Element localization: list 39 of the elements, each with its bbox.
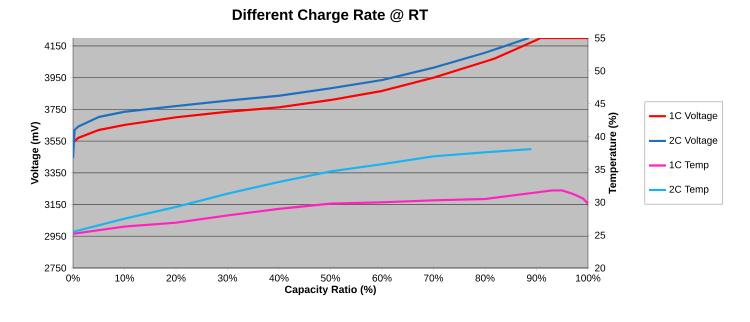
chart-title: Different Charge Rate @ RT	[232, 9, 428, 23]
y2-tick-label: 40	[594, 133, 606, 140]
line-series	[73, 38, 588, 144]
x-tick-label: 50%	[320, 274, 340, 282]
legend-label: 1C Voltage	[670, 112, 718, 122]
y-tick-label: 3350	[44, 169, 66, 176]
x-tick-label: 40%	[269, 274, 289, 282]
y-tick-label: 3750	[44, 106, 66, 113]
line-series	[73, 148, 532, 233]
y2-tick-label: 50	[594, 67, 606, 74]
y2-tick-label: 45	[594, 100, 606, 108]
y-axis-title: Voltage (mV)	[30, 122, 40, 184]
x-tick-label: 0%	[66, 274, 80, 282]
legend-label: 1C Temp	[670, 161, 708, 170]
x-tick-label: 70%	[424, 274, 444, 282]
y-tick-label: 2750	[44, 264, 66, 272]
x-tick-label: 90%	[527, 274, 546, 282]
line-series	[73, 189, 588, 235]
y-tick-label: 4150	[44, 42, 66, 50]
x-tick-label: 20%	[166, 274, 186, 282]
y-tick-label: 2950	[44, 232, 66, 240]
y-tick-label: 3550	[44, 138, 66, 145]
y-tick-label: 3950	[44, 74, 66, 82]
y2-tick-label: 25	[595, 232, 606, 239]
x-axis-title: Capacity Ratio (%)	[285, 285, 376, 296]
y2-axis-title: Temperature (%)	[608, 112, 618, 194]
x-tick-label: 30%	[218, 274, 238, 282]
y2-tick-label: 35	[594, 166, 606, 173]
x-tick-label: 10%	[115, 274, 134, 282]
x-tick-label: 80%	[475, 274, 495, 282]
y2-tick-label: 30	[594, 198, 606, 206]
y2-tick-label: 55	[594, 34, 606, 42]
legend-label: 2C Voltage	[670, 136, 718, 146]
y2-tick-label: 20	[595, 264, 606, 272]
line-series	[73, 38, 530, 160]
x-tick-label: 60%	[372, 274, 392, 282]
y-tick-label: 3150	[44, 201, 66, 208]
x-tick-label: 100%	[576, 274, 600, 282]
legend-label: 2C Temp	[670, 186, 708, 195]
